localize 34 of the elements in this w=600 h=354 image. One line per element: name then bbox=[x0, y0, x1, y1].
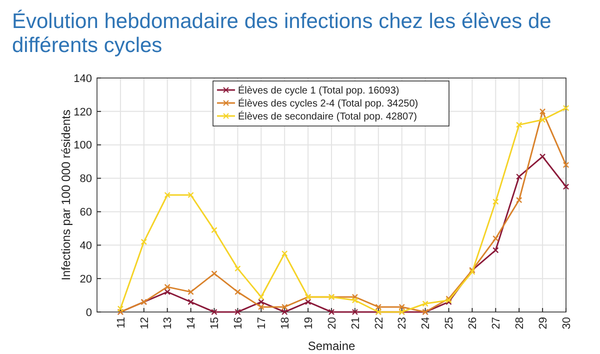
y-tick-label: 0 bbox=[86, 306, 92, 319]
y-tick-label: 40 bbox=[80, 240, 92, 252]
x-tick-label: 11 bbox=[115, 317, 128, 328]
x-tick-label: 24 bbox=[420, 317, 432, 330]
y-tick-label: 100 bbox=[74, 140, 92, 152]
y-axis-title: Infections par 100 000 résidents bbox=[59, 110, 73, 280]
x-tick-label: 13 bbox=[162, 317, 174, 330]
x-tick-label: 16 bbox=[232, 317, 245, 330]
x-tick-label: 29 bbox=[537, 317, 550, 330]
chart-title: Évolution hebdomadaire des infections chez les élèves de différents cycles bbox=[12, 9, 552, 57]
x-tick-label: 23 bbox=[396, 317, 409, 330]
x-tick-label: 12 bbox=[138, 317, 151, 330]
x-tick-label: 20 bbox=[326, 317, 338, 330]
x-axis-title: Semaine bbox=[308, 339, 356, 353]
x-tick-label: 19 bbox=[302, 317, 315, 330]
x-tick-label: 22 bbox=[373, 317, 386, 330]
x-tick-label: 17 bbox=[256, 317, 268, 330]
legend-label: Élèves de secondaire (Total pop. 42807) bbox=[238, 110, 418, 122]
x-tick-label: 25 bbox=[444, 317, 456, 330]
y-tick-label: 20 bbox=[80, 273, 92, 286]
legend-label: Élèves des cycles 2-4 (Total pop. 34250) bbox=[238, 98, 418, 110]
x-tick-label: 30 bbox=[560, 317, 573, 330]
legend-label: Élèves de cycle 1 (Total pop. 16093) bbox=[238, 84, 400, 96]
y-tick-label: 80 bbox=[80, 173, 92, 186]
x-tick-label: 14 bbox=[186, 317, 198, 330]
x-tick-label: 26 bbox=[467, 317, 480, 330]
x-tick-label: 28 bbox=[514, 317, 526, 330]
x-tick-label: 18 bbox=[279, 317, 292, 330]
y-tick-label: 60 bbox=[80, 206, 92, 219]
x-tick-label: 15 bbox=[209, 317, 222, 330]
y-tick-label: 140 bbox=[74, 72, 92, 85]
x-tick-label: 21 bbox=[350, 317, 362, 330]
y-tick-label: 120 bbox=[74, 106, 92, 118]
x-tick-label: 27 bbox=[490, 317, 502, 330]
